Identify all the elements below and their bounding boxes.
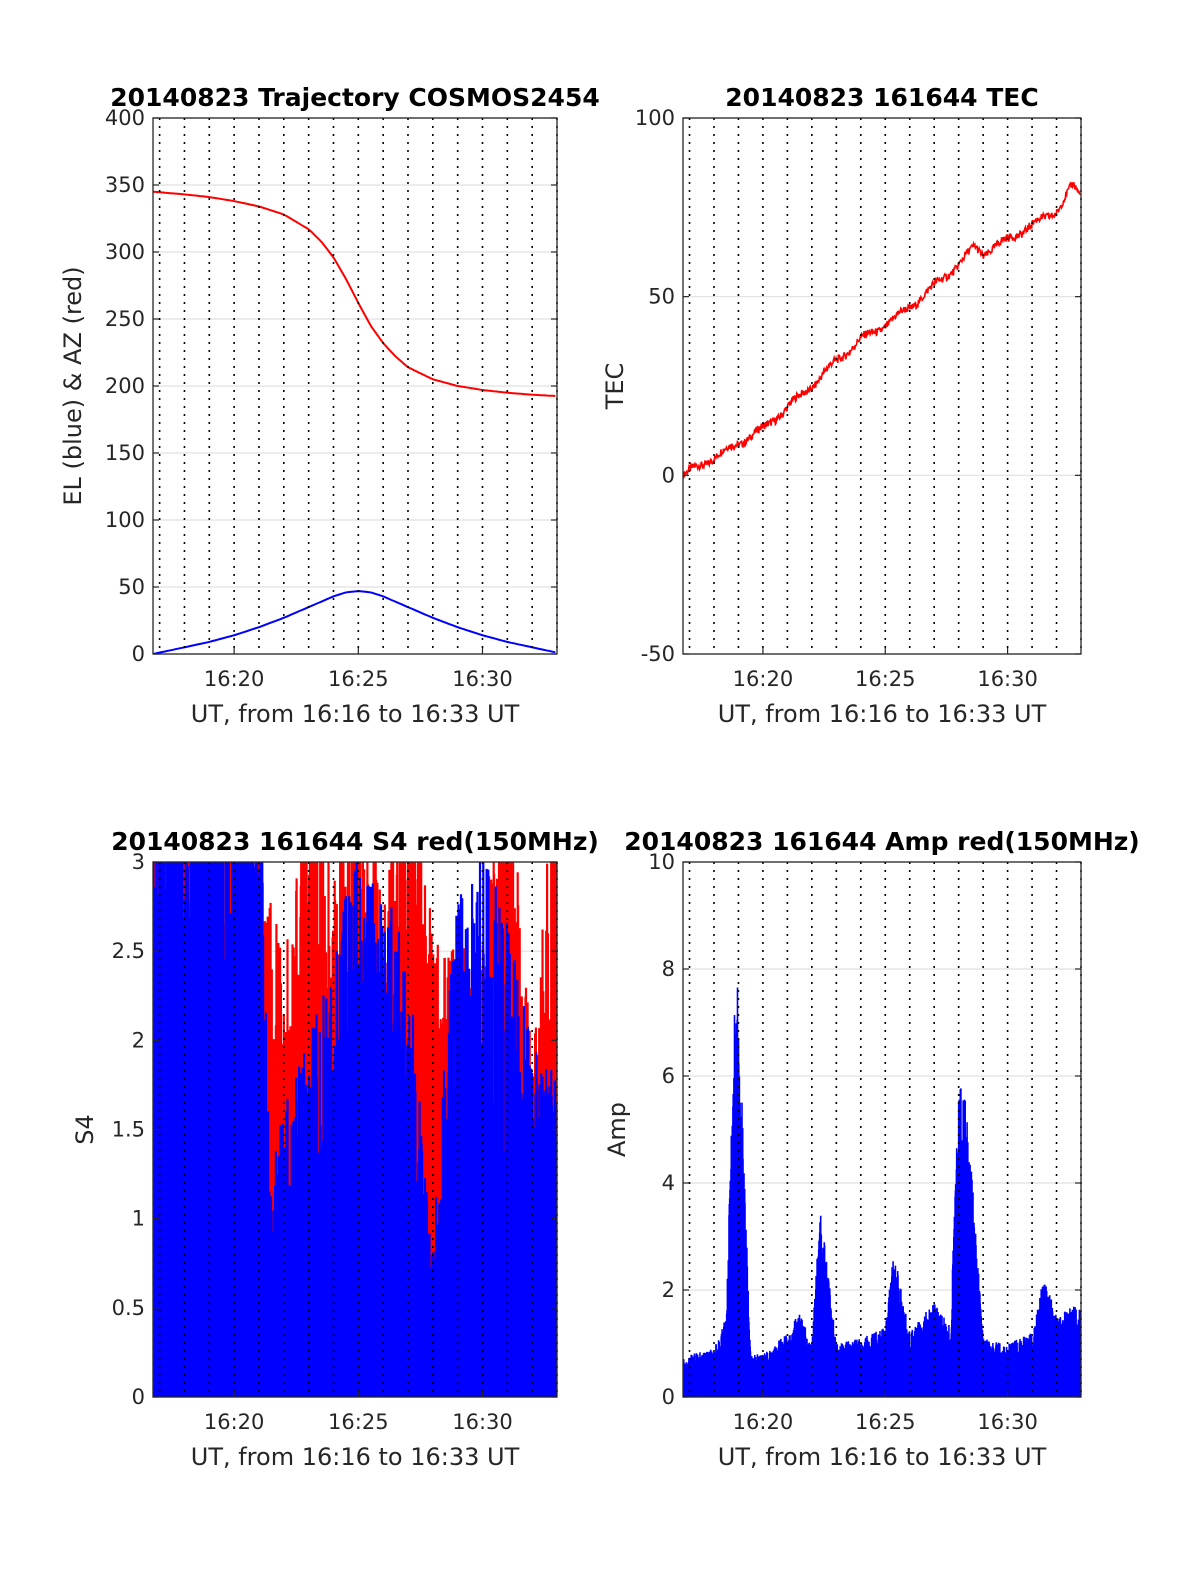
x-tick-label: 16:30 [977,1410,1038,1434]
x-tick-label: 16:25 [855,667,916,691]
y-tick-label: 100 [635,106,675,130]
y-tick-label: 400 [105,106,145,130]
x-tick-label: 16:30 [452,1410,513,1434]
y-tick-label: 50 [118,575,145,599]
x-axis-label: UT, from 16:16 to 16:33 UT [191,700,520,728]
y-tick-label: 0 [132,642,145,666]
y-tick-label: 6 [662,1064,675,1088]
chart-title: 20140823 Trajectory COSMOS2454 [110,83,600,112]
x-tick-label: 16:25 [855,1410,916,1434]
y-axis-label: Amp [603,1102,631,1157]
y-tick-label: 2 [132,1028,145,1052]
y-tick-label: 300 [105,240,145,264]
x-tick-label: 16:20 [204,1410,265,1434]
y-tick-label: 50 [648,285,675,309]
x-axis-label: UT, from 16:16 to 16:33 UT [718,1443,1047,1471]
series-area-1 [683,987,1081,1397]
x-tick-label: 16:30 [452,667,513,691]
series-line-1 [153,190,556,397]
series-line-2 [153,590,556,654]
y-tick-label: 1 [132,1207,145,1231]
y-tick-label: 150 [105,441,145,465]
y-axis-label: S4 [71,1114,99,1145]
chart-panel-1: 0 50 100 150 200 250 300 350 400 16:20 16:25 16:30 2… [59,83,600,728]
x-tick-label: 16:30 [977,667,1038,691]
y-tick-label: 0.5 [112,1296,145,1320]
chart-title: 20140823 161644 TEC [725,83,1038,112]
y-tick-label: 4 [662,1171,675,1195]
y-tick-label: 1.5 [112,1118,145,1142]
y-tick-label: 0 [132,1385,145,1409]
y-tick-label: 200 [105,374,145,398]
chart-panel-3: 0 0.5 1 1.5 2 2.5 3 16:20 16:25 16:30 20140823 161… [71,827,599,1471]
axes-box [682,117,1082,655]
y-tick-label: 3 [132,850,145,874]
x-tick-label: 16:20 [204,667,265,691]
x-tick-label: 16:25 [328,667,389,691]
plot-area [153,190,556,654]
y-axis-label: EL (blue) & AZ (red) [59,266,87,505]
y-tick-label: 0 [662,1385,675,1409]
series-line-1 [683,181,1081,480]
y-tick-label: 0 [662,463,675,487]
y-tick-label: 2 [662,1278,675,1302]
plot-area [683,987,1081,1397]
plot-area [683,181,1081,480]
y-tick-label: 350 [105,173,145,197]
y-tick-label: -50 [641,642,675,666]
series-area-2 [153,862,557,1397]
axes-box [682,861,1082,1398]
x-tick-label: 16:25 [328,1410,389,1434]
y-axis-label: TEC [601,363,629,411]
plot-area [153,862,557,1397]
x-axis-label: UT, from 16:16 to 16:33 UT [191,1443,520,1471]
x-tick-label: 16:20 [733,1410,794,1434]
x-tick-label: 16:20 [733,667,794,691]
y-tick-label: 2.5 [112,939,145,963]
y-tick-label: 8 [662,957,675,981]
chart-title: 20140823 161644 Amp red(150MHz) [624,827,1140,856]
y-tick-label: 10 [648,850,675,874]
y-tick-label: 100 [105,508,145,532]
chart-panel-2: -50 0 50 100 16:20 16:25 16:30 20140823 161644 … [601,83,1082,728]
x-axis-label: UT, from 16:16 to 16:33 UT [718,700,1047,728]
chart-title: 20140823 161644 S4 red(150MHz) [111,827,599,856]
y-tick-label: 250 [105,307,145,331]
chart-panel-4: 0 2 4 6 8 10 16:20 16:25 16:30 20140823 161644 Am… [603,827,1140,1471]
